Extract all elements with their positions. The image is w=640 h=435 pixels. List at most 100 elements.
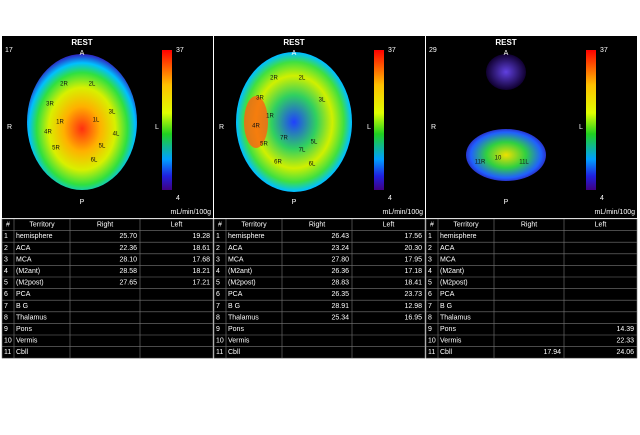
brain-map [27, 54, 137, 190]
table-cell: (M2ant) [228, 268, 252, 275]
table-value: 17.56 [404, 233, 422, 240]
table-value: 25.70 [119, 233, 137, 240]
table-cell: B G [440, 303, 452, 310]
table-cell: 10 [4, 338, 12, 345]
table-cell: hemisphere [228, 233, 265, 240]
region-label: 6L [91, 158, 98, 164]
scale-max: 37 [176, 47, 184, 54]
orientation-label: R [431, 124, 436, 131]
table-cell: (M2post) [16, 280, 44, 287]
scale-unit: mL/min/100g [171, 209, 212, 216]
table-cell: Cbll [16, 349, 29, 356]
region-label: 6L [309, 162, 316, 168]
table-value: 28.91 [331, 303, 349, 310]
orientation-label: A [80, 50, 85, 57]
table-value: 18.41 [404, 280, 422, 287]
table-cell: 1 [4, 233, 8, 240]
table-cell: 3 [4, 256, 8, 263]
table-value: 17.95 [404, 256, 422, 263]
table-cell: Vermis [228, 338, 250, 345]
color-bar [162, 50, 172, 190]
table-value: 23.24 [331, 245, 349, 252]
region-label: 5L [311, 140, 318, 146]
orientation-label: P [292, 199, 297, 206]
table-cell: 8 [428, 314, 432, 321]
table-value: 17.68 [192, 256, 210, 263]
orientation-label: L [155, 124, 159, 131]
table-cell: Cbll [440, 349, 453, 356]
table-cell: 9 [216, 326, 220, 333]
table-cell: PCA [440, 291, 455, 298]
column-header: Territory [29, 222, 55, 229]
table-value: 16.95 [404, 314, 422, 321]
table-cell: 4 [428, 268, 432, 275]
table-value: 22.33 [616, 338, 634, 345]
table-value: 18.61 [192, 245, 210, 252]
table-cell: 6 [428, 291, 432, 298]
region-label: 5R [52, 146, 60, 152]
table-cell: 1 [428, 233, 432, 240]
region-label: 4R [44, 130, 52, 136]
brain-upper [486, 54, 526, 90]
table-cell: ACA [16, 245, 31, 252]
orientation-label: P [80, 199, 85, 206]
table-cell: 2 [216, 245, 220, 252]
table-cell: B G [16, 303, 28, 310]
column-header: # [430, 222, 434, 229]
table-cell: PCA [228, 291, 243, 298]
column-header: # [6, 222, 10, 229]
slice-number: 29 [429, 47, 437, 54]
table-cell: MCA [228, 256, 244, 263]
table-cell: Vermis [440, 338, 462, 345]
table-cell: 2 [428, 245, 432, 252]
column-header: Right [309, 222, 325, 229]
table-value: 27.65 [119, 280, 137, 287]
table-cell: Pons [228, 326, 244, 333]
table-cell: 7 [4, 303, 8, 310]
table-value: 28.83 [331, 280, 349, 287]
region-label: 3R [46, 102, 54, 108]
table-cell: (M2ant) [440, 268, 464, 275]
scale-max: 37 [600, 47, 608, 54]
table-cell: 5 [428, 280, 432, 287]
table-cell: Thalamus [16, 314, 47, 321]
region-label: 2R [270, 76, 278, 82]
table-cell: hemisphere [440, 233, 477, 240]
region-label: 1R [56, 120, 64, 126]
table-cell: 7 [216, 303, 220, 310]
brain-hot [244, 96, 268, 148]
table-cell: 2 [4, 245, 8, 252]
table-cell: Cbll [228, 349, 241, 356]
region-label: 7L [299, 148, 306, 154]
brain-map [236, 52, 352, 192]
table-cell: (M2post) [228, 280, 256, 287]
orientation-label: P [504, 199, 509, 206]
table-value: 26.36 [331, 268, 349, 275]
region-label: 3L [109, 110, 116, 116]
column-header: Right [521, 222, 537, 229]
region-label: 7R [280, 136, 288, 142]
table-cell: Thalamus [228, 314, 259, 321]
column-header: Left [171, 222, 183, 229]
table-cell: 5 [4, 280, 8, 287]
region-label: 11R [475, 160, 486, 166]
region-label: 4R [252, 124, 260, 130]
table-value: 24.06 [616, 349, 634, 356]
column-header: Left [595, 222, 607, 229]
column-header: Territory [453, 222, 479, 229]
region-label: 2L [299, 76, 306, 82]
table-value: 28.10 [119, 256, 137, 263]
scan-title: REST [283, 38, 304, 47]
region-label: 3R [256, 96, 264, 102]
table-cell: 11 [216, 349, 223, 356]
table-value: 19.28 [192, 233, 210, 240]
table-cell: 4 [4, 268, 8, 275]
table-value: 17.94 [543, 349, 561, 356]
region-label: 10 [495, 156, 502, 162]
table-value: 26.35 [331, 291, 349, 298]
orientation-label: L [367, 124, 371, 131]
region-label: 5L [99, 144, 106, 150]
